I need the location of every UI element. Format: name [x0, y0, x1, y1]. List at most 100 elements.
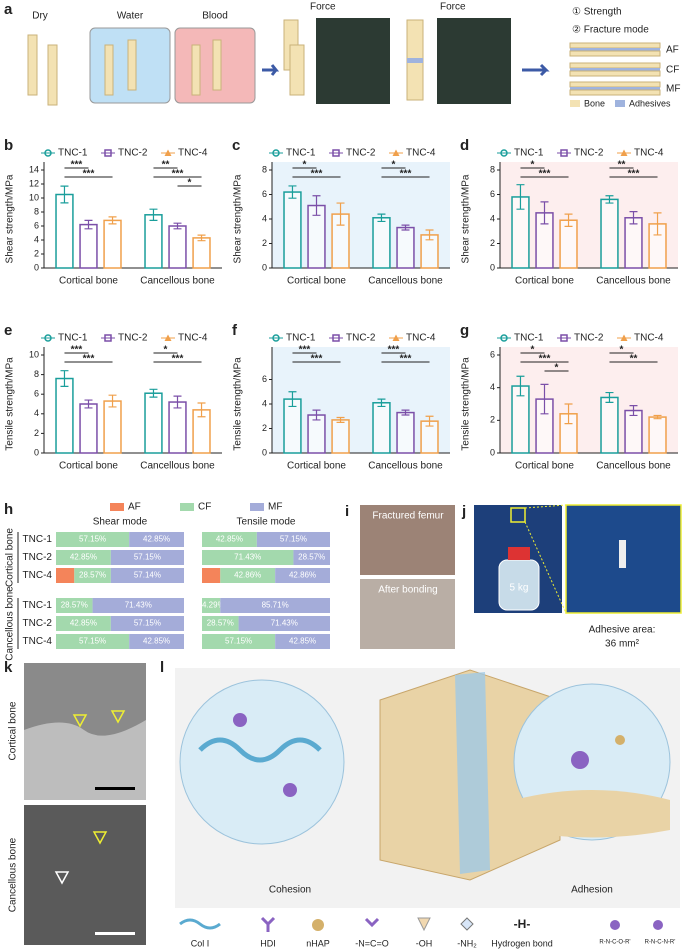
- significance-label: *: [555, 363, 559, 374]
- bar-segment: [56, 532, 130, 547]
- error-bar: [516, 375, 525, 397]
- bar: [372, 402, 391, 454]
- layer: [569, 70, 661, 77]
- area-label: Adhesive area:: [589, 625, 656, 636]
- x-tick-label: Cancellous bone: [140, 461, 215, 472]
- value-label: 57.15%: [79, 637, 106, 646]
- error-bar: [108, 216, 117, 225]
- value-label: 57.14%: [134, 571, 161, 580]
- y-tick-label: 4: [34, 234, 39, 244]
- arrowhead: [54, 871, 70, 885]
- error-bar: [312, 195, 321, 216]
- panel-label: k: [4, 659, 13, 676]
- legend-label: TNC-4: [178, 333, 208, 344]
- legend-label: TNC-4: [406, 148, 436, 159]
- photo-zoom: [565, 504, 682, 614]
- panel-label: l: [160, 659, 164, 676]
- significance-label: ***: [400, 354, 412, 365]
- value-label: 28.57%: [298, 553, 325, 562]
- formula: R-N-C-O-R': [599, 940, 630, 946]
- legend-label: TNC-1: [514, 333, 544, 344]
- value-label: 71.43%: [234, 553, 261, 562]
- significance-label: **: [630, 354, 638, 365]
- row-label: Cancellous bone: [8, 837, 19, 912]
- error-bar: [288, 185, 297, 199]
- error-bar: [377, 213, 386, 223]
- value-label: 42.85%: [143, 637, 170, 646]
- error-bar: [516, 184, 525, 210]
- photo: [360, 579, 455, 649]
- legend-label: TNC-2: [574, 333, 604, 344]
- y-tick-label: 0: [34, 262, 39, 272]
- sample: [191, 44, 201, 96]
- error-bar: [629, 211, 638, 225]
- legend-label: TNC-1: [286, 148, 316, 159]
- significance-label: ***: [83, 354, 95, 365]
- legend-label: TNC-2: [118, 148, 148, 159]
- legend-label: -NH₂: [457, 938, 477, 948]
- significance-label: *: [303, 160, 307, 171]
- layer: [569, 50, 661, 57]
- bar-segment: [202, 598, 221, 613]
- error-bar: [84, 219, 93, 230]
- bar: [192, 237, 211, 269]
- legend-icon: [364, 917, 380, 928]
- y-axis-label: Tensile strength/MPa: [5, 357, 16, 451]
- legend-label: TNC-2: [118, 333, 148, 344]
- bar: [144, 392, 163, 454]
- arrow: [522, 63, 550, 77]
- x-tick-label: Cortical bone: [287, 276, 346, 287]
- significance-label: ***: [628, 169, 640, 180]
- legend-label: Adhesives: [629, 98, 671, 108]
- error-bar: [564, 403, 573, 425]
- bar-segment: [275, 634, 330, 649]
- y-tick-label: 12: [29, 178, 39, 188]
- y-tick-label: 6: [490, 349, 495, 359]
- significance-label: ***: [311, 354, 323, 365]
- bar-segment: [275, 568, 330, 583]
- bottle-cap: [508, 547, 530, 560]
- panel-label: h: [4, 501, 13, 518]
- legend-label: TNC-1: [58, 333, 88, 344]
- bar-segment: [110, 550, 184, 565]
- bar: [144, 214, 163, 269]
- bar-segment: [256, 532, 330, 547]
- y-tick-label: 4: [490, 213, 495, 223]
- bar: [396, 411, 415, 454]
- significance-label: ***: [388, 345, 400, 356]
- bar: [648, 416, 667, 454]
- legend-label: AF: [128, 502, 141, 513]
- x-tick-label: Cortical bone: [515, 276, 574, 287]
- force-label: Force: [310, 2, 336, 13]
- panel-label: i: [345, 503, 349, 520]
- panel-k: k Cortical bone Cancellous bone: [4, 659, 146, 945]
- y-tick-label: 4: [34, 408, 39, 418]
- y-tick-label: 4: [262, 398, 267, 408]
- legend-label: nHAP: [306, 938, 330, 948]
- error-bar: [197, 402, 206, 418]
- y-tick-label: 6: [262, 374, 267, 384]
- y-tick-label: 0: [490, 262, 495, 272]
- legend-swatch: [615, 100, 625, 107]
- value-label: 42.85%: [70, 553, 97, 562]
- significance-label: ***: [71, 160, 83, 171]
- y-axis-label: Shear strength/MPa: [461, 174, 472, 263]
- panel-label: a: [4, 1, 13, 18]
- legend-label: Bone: [584, 98, 605, 108]
- bar-segment: [293, 550, 330, 565]
- bar-segment: [202, 568, 221, 583]
- y-tick-label: 10: [29, 192, 39, 202]
- value-label: 57.15%: [280, 535, 307, 544]
- panel-label: e: [4, 322, 12, 339]
- layer: [570, 68, 660, 71]
- bar: [168, 225, 187, 269]
- photo: [360, 505, 455, 575]
- row-label: TNC-4: [23, 636, 53, 647]
- y-tick-label: 14: [29, 164, 39, 174]
- sample: [47, 44, 58, 106]
- row-label: TNC-1: [23, 534, 53, 545]
- bar: [103, 400, 122, 454]
- legend-icon: [179, 918, 221, 930]
- error-bar: [653, 212, 662, 236]
- error-bar: [288, 391, 297, 408]
